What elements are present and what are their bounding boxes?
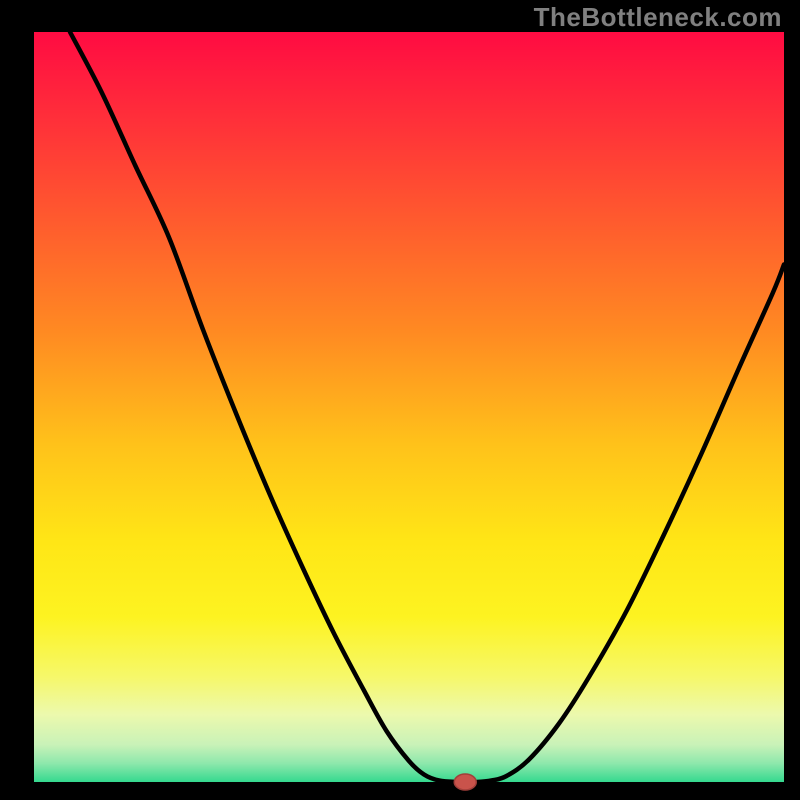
watermark-text: TheBottleneck.com	[534, 2, 782, 33]
plot-gradient-area	[34, 32, 784, 782]
min-point-marker	[454, 774, 476, 790]
bottleneck-chart	[0, 0, 800, 800]
